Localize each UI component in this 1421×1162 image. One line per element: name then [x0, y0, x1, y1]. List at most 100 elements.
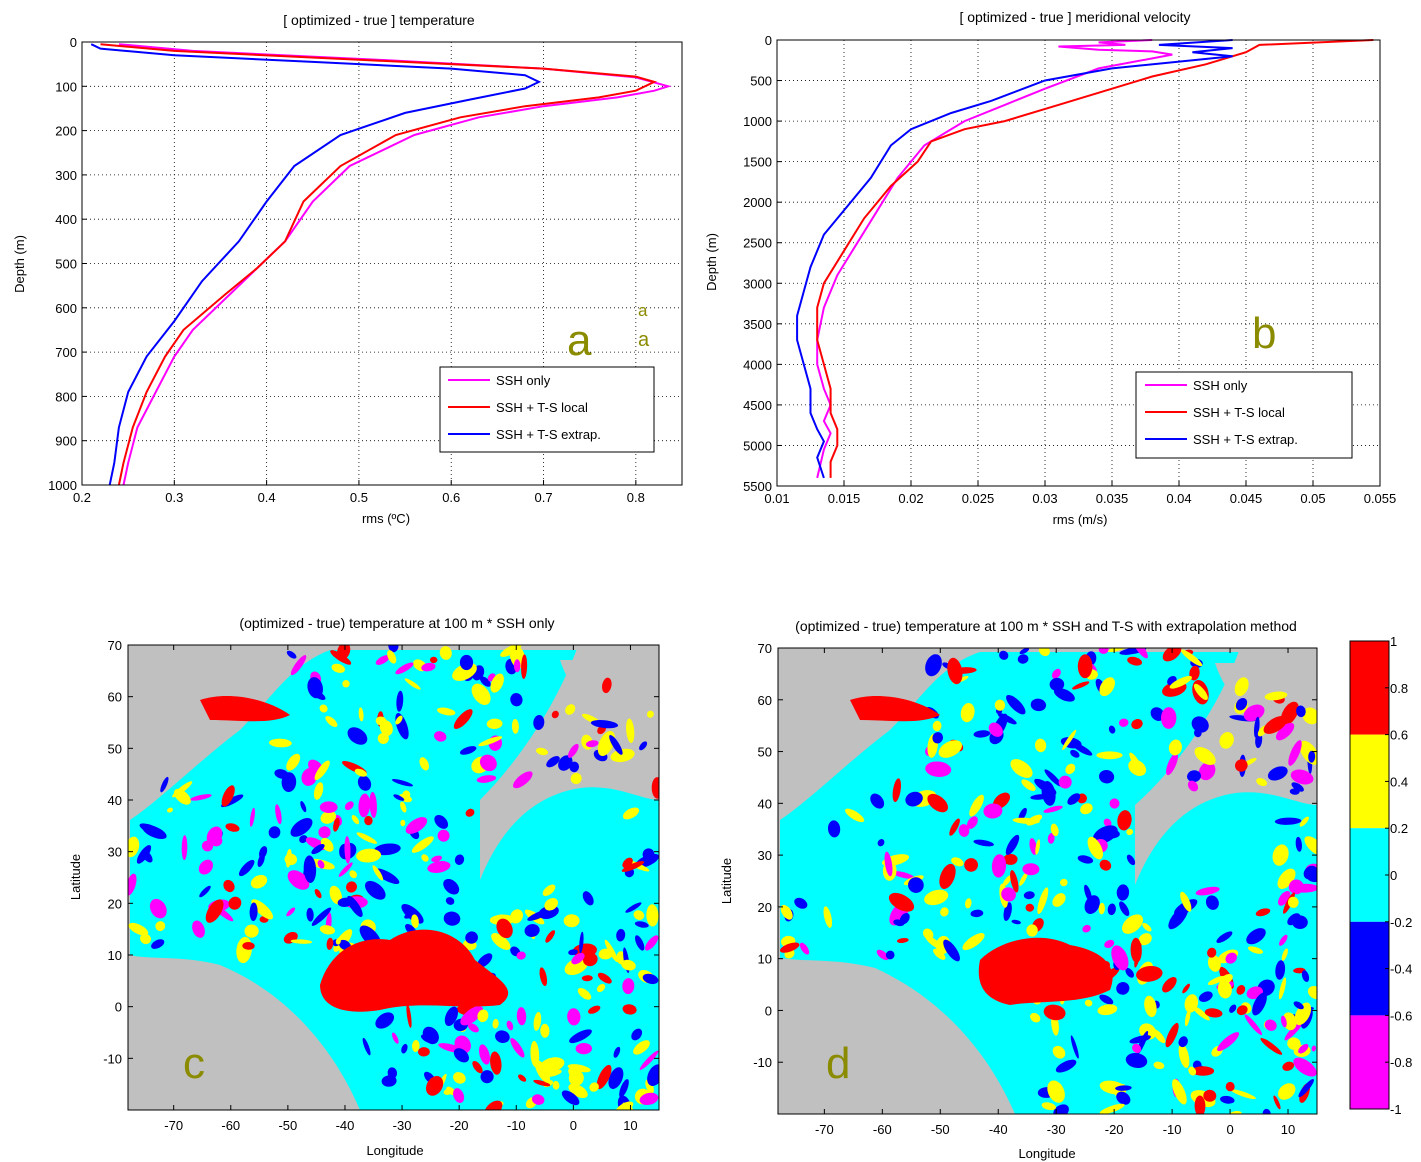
panel-a-ytick-label: 0 — [70, 35, 77, 50]
anomaly-patch — [1284, 1020, 1304, 1041]
anomaly-patch — [1225, 1081, 1235, 1092]
panel-b-ytick-label: 1500 — [743, 155, 772, 170]
colorbar-band — [1350, 641, 1389, 735]
anomaly-patch — [642, 848, 655, 861]
anomaly-patch — [357, 775, 372, 791]
panel-d-xtick-label: -10 — [1163, 1122, 1182, 1137]
anomaly-patch — [1051, 668, 1061, 679]
anomaly-patch — [1001, 887, 1016, 902]
anomaly-patch — [958, 824, 970, 837]
panel-a-ytick-label: 500 — [55, 257, 77, 272]
anomaly-patch — [453, 709, 473, 730]
anomaly-patch — [244, 924, 259, 938]
anomaly-patch — [198, 859, 213, 875]
anomaly-patch — [973, 839, 994, 847]
anomaly-patch — [1217, 1032, 1240, 1052]
panel-b-xtick-label: 0.035 — [1096, 491, 1129, 506]
panel-c: (optimized - true) temperature at 100 m … — [68, 615, 660, 1158]
anomaly-patch — [585, 740, 599, 748]
panel-d-title: (optimized - true) temperature at 100 m … — [795, 618, 1297, 634]
anomaly-patch — [651, 777, 659, 799]
anomaly-patch — [888, 892, 915, 912]
anomaly-patch — [1184, 994, 1199, 1013]
anomaly-patch — [610, 748, 635, 763]
anomaly-patch — [1195, 886, 1220, 896]
anomaly-patch — [377, 732, 389, 745]
anomaly-patch — [372, 865, 384, 881]
anomaly-patch — [1198, 991, 1213, 1002]
anomaly-patch — [506, 1020, 514, 1031]
panel-c-xtick-label: -30 — [393, 1118, 412, 1133]
panel-b-ytick-label: 0 — [765, 33, 772, 48]
anomaly-patch — [356, 848, 382, 863]
anomaly-patch — [422, 1026, 439, 1045]
anomaly-patch — [1263, 715, 1288, 734]
anomaly-patch — [402, 790, 411, 800]
anomaly-patch — [1012, 817, 1040, 825]
anomaly-patch — [845, 808, 865, 823]
panel-b-ytick-label: 4500 — [743, 398, 772, 413]
panel-b-ytick-label: 3500 — [743, 317, 772, 332]
colorbar-band — [1350, 828, 1389, 922]
anomaly-patch — [870, 793, 885, 809]
anomaly-patch — [1003, 853, 1018, 865]
anomaly-patch — [1127, 656, 1143, 666]
anomaly-patch — [1172, 1079, 1187, 1105]
anomaly-patch — [349, 870, 357, 879]
legend-entry: SSH + T-S local — [1193, 405, 1285, 420]
anomaly-patch — [1287, 896, 1299, 908]
anomaly-patch — [999, 650, 1009, 660]
panel-c-ytick-label: 40 — [108, 793, 122, 808]
anomaly-patch — [1298, 1079, 1314, 1098]
anomaly-patch — [905, 791, 923, 807]
panel-c-ytick-label: -10 — [103, 1051, 122, 1066]
anomaly-patch — [439, 646, 452, 660]
panel-d-xtick-label: -70 — [815, 1122, 834, 1137]
anomaly-patch — [1243, 704, 1265, 722]
panel-b-ylabel: Depth (m) — [704, 233, 719, 291]
anomaly-patch — [1277, 868, 1296, 889]
anomaly-patch — [274, 769, 289, 779]
anomaly-patch — [633, 1040, 650, 1055]
anomaly-patch — [780, 904, 793, 920]
anomaly-patch — [513, 659, 521, 673]
anomaly-patch — [1207, 975, 1226, 986]
anomaly-patch — [1236, 1005, 1248, 1016]
anomaly-patch — [516, 951, 526, 960]
anomaly-patch — [160, 776, 169, 793]
anomaly-patch — [401, 1043, 408, 1054]
anomaly-patch — [418, 1047, 430, 1057]
anomaly-patch — [1308, 750, 1316, 763]
anomaly-patch — [1067, 793, 1081, 805]
colorbar-tick-label: -0.6 — [1390, 1008, 1412, 1023]
panel-c-axes — [127, 644, 660, 1111]
anomaly-patch — [1055, 1059, 1077, 1073]
anomaly-patch — [1108, 725, 1116, 734]
anomaly-patch — [1041, 1102, 1056, 1111]
anomaly-patch — [249, 902, 258, 922]
anomaly-patch — [544, 898, 559, 911]
anomaly-patch — [1047, 833, 1055, 844]
anomaly-patch — [613, 1046, 621, 1058]
anomaly-patch — [965, 898, 972, 909]
anomaly-patch — [331, 663, 346, 673]
panel-c-title: (optimized - true) temperature at 100 m … — [239, 615, 554, 631]
anomaly-patch — [492, 1018, 499, 1029]
anomaly-patch — [569, 761, 580, 773]
anomaly-patch — [1115, 1085, 1132, 1091]
anomaly-patch — [338, 862, 353, 877]
panel-a-annotation-1: a — [638, 301, 648, 320]
anomaly-patch — [943, 939, 960, 962]
anomaly-patch — [314, 760, 330, 781]
anomaly-patch — [633, 910, 645, 920]
anomaly-patch — [925, 654, 942, 677]
anomaly-patch — [1191, 716, 1209, 733]
anomaly-patch — [891, 871, 915, 879]
panel-d-ytick-label: 30 — [758, 848, 772, 863]
colorbar-band — [1350, 921, 1389, 1016]
anomaly-patch — [411, 914, 419, 929]
anomaly-patch — [983, 803, 1003, 819]
panel-a-ytick-label: 600 — [55, 301, 77, 316]
anomaly-patch — [626, 718, 635, 743]
anomaly-patch — [927, 793, 949, 813]
